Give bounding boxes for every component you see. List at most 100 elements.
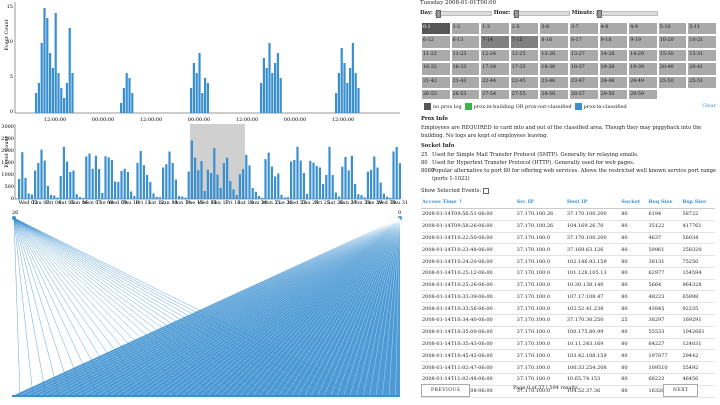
bar[interactable] <box>260 83 263 113</box>
grid-cell[interactable]: 24-49 <box>628 75 658 89</box>
bar[interactable] <box>91 168 94 199</box>
bar[interactable] <box>18 179 21 199</box>
bar[interactable] <box>299 160 302 199</box>
grid-cell[interactable]: 3-6 <box>539 22 569 36</box>
bar[interactable] <box>59 175 62 199</box>
hourly-event-chart[interactable]: Event Count 0 5 10 15 12:00:00 00:00:00 12:00:0… <box>0 0 410 125</box>
bar[interactable] <box>338 196 341 200</box>
bar[interactable] <box>206 83 209 113</box>
bar[interactable] <box>258 196 261 199</box>
bar[interactable] <box>302 173 305 199</box>
bar[interactable] <box>379 182 382 200</box>
bar[interactable] <box>142 165 145 199</box>
grid-cell[interactable]: 4-8 <box>598 22 629 36</box>
grid-cell[interactable]: 16-32 <box>421 62 451 76</box>
bar[interactable] <box>66 161 69 200</box>
grid-cell[interactable]: 17-35 <box>509 62 540 76</box>
bar[interactable] <box>322 184 325 199</box>
grid-cell[interactable]: 12-24 <box>480 48 510 63</box>
table-row[interactable]: 2008-01-14T09:58:26-06:00 37.170.100.26 10… <box>421 220 715 233</box>
bar[interactable] <box>178 196 181 199</box>
grid-cell[interactable]: 27-54 <box>480 88 510 100</box>
grid-cell[interactable]: 5-11 <box>687 22 717 36</box>
bar[interactable] <box>192 63 195 113</box>
bar[interactable] <box>168 151 171 200</box>
grid-cell[interactable]: 23-47 <box>569 75 599 89</box>
bar[interactable] <box>386 196 389 199</box>
table-row[interactable]: 2008-01-14T10:45:42-06:00 37.170.100.0 103… <box>421 349 715 363</box>
bar[interactable] <box>254 191 257 199</box>
grid-cell[interactable]: 22-44 <box>480 75 510 89</box>
bar[interactable] <box>27 193 30 200</box>
bar[interactable] <box>82 198 85 199</box>
bar[interactable] <box>131 93 134 113</box>
grid-cell[interactable]: 23-46 <box>539 75 569 89</box>
bar[interactable] <box>286 197 289 199</box>
grid-cell[interactable]: 24-48 <box>598 75 629 89</box>
bar[interactable] <box>354 184 357 199</box>
hour-slider[interactable] <box>512 9 570 18</box>
bar[interactable] <box>21 152 24 199</box>
bar[interactable] <box>54 13 57 113</box>
grid-cell[interactable]: 8-16 <box>539 35 569 49</box>
bar[interactable] <box>335 93 338 113</box>
bar[interactable] <box>235 195 238 199</box>
grid-cell[interactable]: 0-1 <box>421 22 451 36</box>
bar[interactable] <box>94 155 97 199</box>
bar[interactable] <box>350 155 353 199</box>
grid-cell[interactable]: 3-7 <box>569 22 599 36</box>
bar[interactable] <box>293 160 296 199</box>
grid-cell[interactable]: 1-2 <box>450 22 481 36</box>
bar[interactable] <box>366 171 369 199</box>
bar[interactable] <box>133 196 136 199</box>
grid-cell[interactable]: 21-42 <box>421 75 451 89</box>
table-row[interactable]: 2008-01-14T10:24:20-06:00 37.170.100.0 102… <box>421 255 715 268</box>
grid-cell[interactable]: 28-56 <box>539 88 569 100</box>
bar[interactable] <box>40 149 43 199</box>
previous-button[interactable]: PREVIOUS <box>421 384 471 397</box>
column-header[interactable]: Src IP <box>515 196 566 209</box>
bar[interactable] <box>349 68 352 113</box>
bar[interactable] <box>277 173 280 200</box>
bar[interactable] <box>37 83 40 113</box>
bar[interactable] <box>296 146 299 199</box>
bar[interactable] <box>174 179 177 200</box>
bar[interactable] <box>274 176 277 200</box>
table-row[interactable]: 2008-01-14T10:34:40-06:00 37.170.100.0 37.… <box>421 314 715 327</box>
bar[interactable] <box>60 88 63 113</box>
bar[interactable] <box>229 181 232 199</box>
connection-fan-diagram[interactable]: 26 0 <box>0 208 410 403</box>
grid-cell[interactable]: 9-19 <box>628 35 658 49</box>
bar[interactable] <box>197 170 200 199</box>
bar[interactable] <box>162 167 165 200</box>
grid-cell[interactable]: 21-43 <box>450 75 481 89</box>
bar[interactable] <box>206 169 209 199</box>
day-slider[interactable] <box>434 9 492 18</box>
bar[interactable] <box>370 170 373 199</box>
bar[interactable] <box>248 165 251 199</box>
bar[interactable] <box>337 73 340 113</box>
bar[interactable] <box>195 73 198 113</box>
bar[interactable] <box>328 146 331 199</box>
bar[interactable] <box>146 175 149 199</box>
show-selected-checkbox[interactable] <box>483 188 490 194</box>
bar[interactable] <box>37 163 40 199</box>
grid-cell[interactable]: 14-29 <box>628 48 658 63</box>
bar[interactable] <box>35 93 38 113</box>
bar[interactable] <box>318 167 321 200</box>
bar[interactable] <box>120 171 123 199</box>
bar[interactable] <box>62 146 65 199</box>
grid-cell[interactable]: 29-59 <box>628 88 658 100</box>
bar[interactable] <box>351 43 354 113</box>
bar[interactable] <box>43 160 46 199</box>
column-header[interactable]: Socket <box>620 196 648 209</box>
bar[interactable] <box>130 191 133 200</box>
bar[interactable] <box>152 193 155 199</box>
grid-cell[interactable]: 25-50 <box>657 75 688 89</box>
grid-cell[interactable]: 22-45 <box>509 75 540 89</box>
bar[interactable] <box>34 170 37 200</box>
table-row[interactable]: 2008-01-14T10:25:26-06:00 37.170.100.0 10.… <box>421 279 715 292</box>
bar[interactable] <box>226 157 229 199</box>
bar[interactable] <box>117 182 120 199</box>
grid-cell[interactable]: 13-26 <box>539 48 569 63</box>
